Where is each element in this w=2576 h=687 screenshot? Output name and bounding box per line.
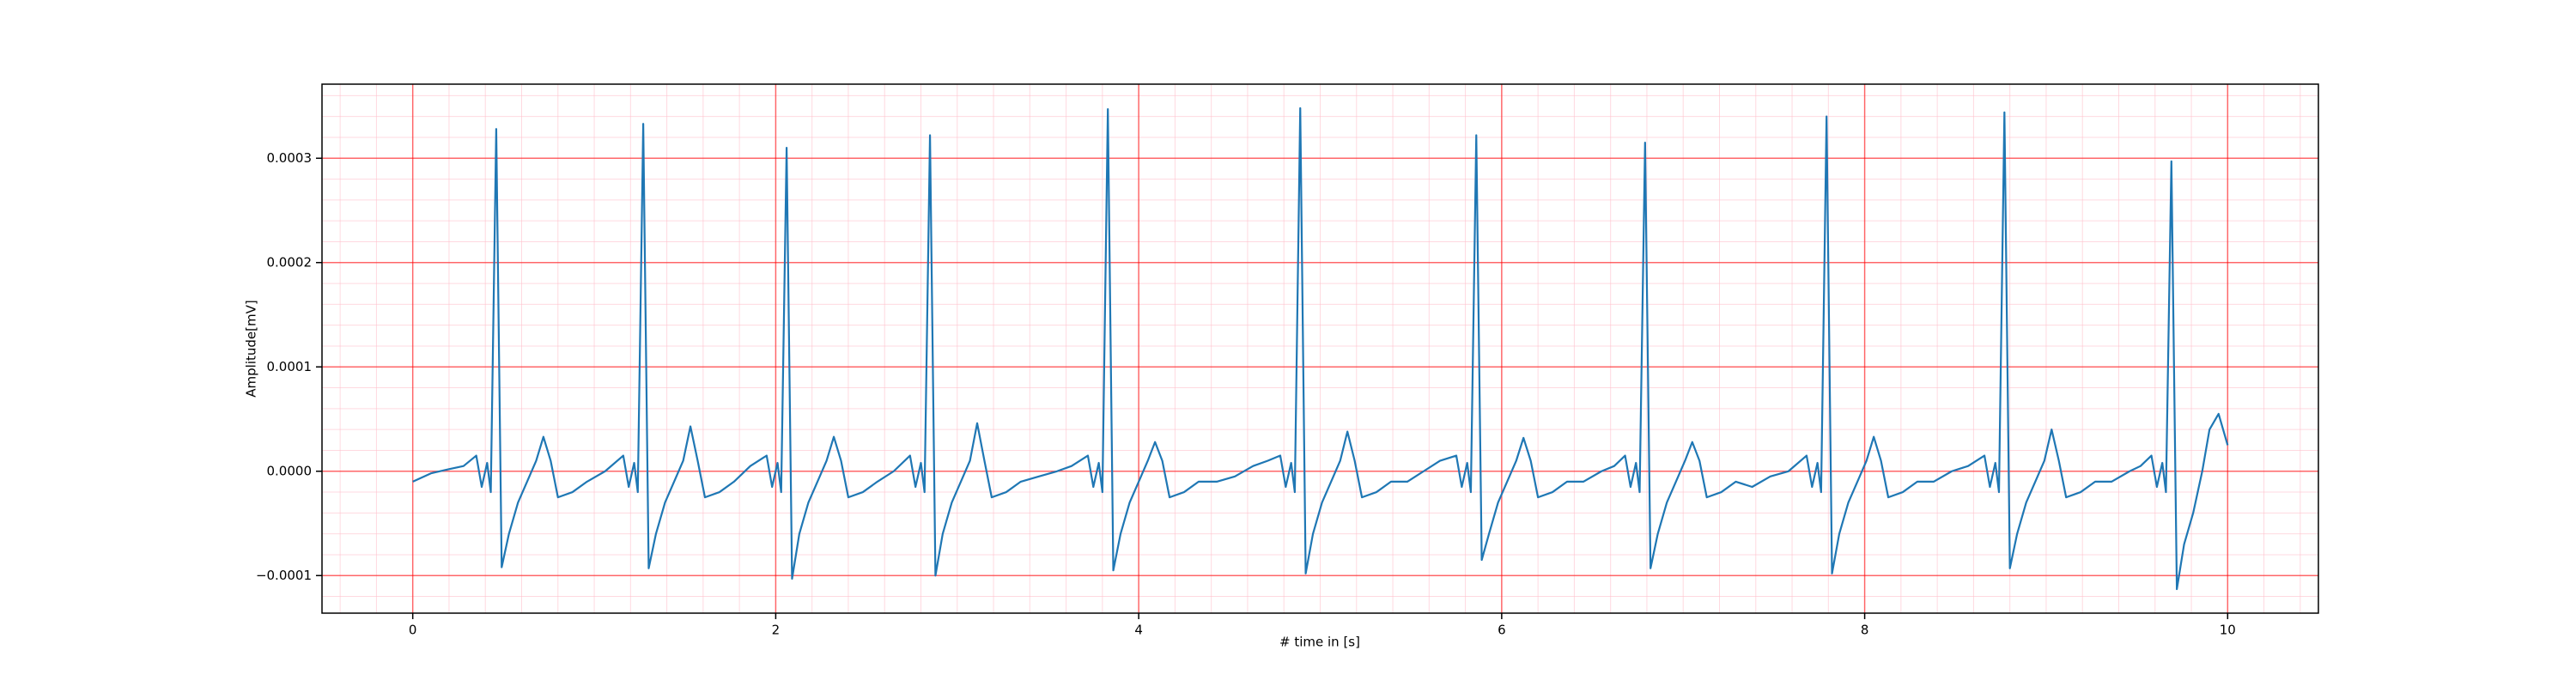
ticks: 0 2 4 6 8 10 −0.0001 0.0000 0.0001 0.0002 0.0003 [256, 150, 2236, 638]
x-tick-label: 10 [2220, 623, 2236, 638]
x-tick-label: 6 [1498, 623, 1506, 638]
plot-area [412, 106, 2229, 591]
y-tick-label: 0.0001 [267, 359, 313, 374]
y-tick-label: −0.0001 [256, 568, 312, 583]
y-tick-label: 0.0002 [267, 254, 313, 270]
x-tick-label: 2 [772, 623, 781, 638]
x-tick-label: 0 [409, 623, 417, 638]
y-tick-label: 0.0003 [267, 150, 313, 166]
x-axis-label: # time in [s] [1279, 635, 1360, 650]
y-tick-label: 0.0000 [267, 463, 313, 478]
y-axis-label: Amplitude[mV] [244, 300, 259, 397]
x-tick-label: 8 [1861, 623, 1869, 638]
x-tick-label: 4 [1134, 623, 1143, 638]
axes-frame [321, 83, 2319, 614]
grid [322, 84, 2318, 613]
ecg-line [412, 106, 2229, 591]
